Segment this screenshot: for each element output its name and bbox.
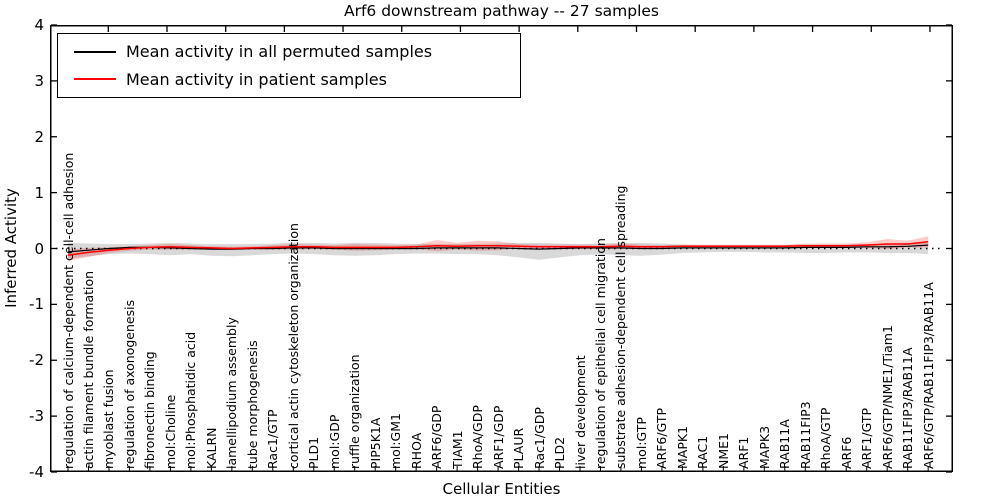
plot-area — [50, 24, 953, 473]
legend-item-patient: Mean activity in patient samples — [58, 70, 520, 89]
x-tick-label: ARF6 — [838, 436, 854, 469]
x-tick-label: substrate adhesion-dependent cell spread… — [613, 185, 629, 469]
x-tick-label: mol:GTP — [633, 417, 649, 469]
y-tick-label: 0 — [34, 239, 44, 258]
legend-line-patient — [74, 78, 116, 81]
x-tick-label: ARF6/GTP — [654, 407, 670, 469]
y-tick-label: 4 — [34, 16, 44, 34]
x-tick-label: regulation of calcium-dependent cell-cel… — [60, 152, 76, 469]
y-tick-label: -1 — [29, 295, 44, 314]
legend-label-patient: Mean activity in patient samples — [126, 69, 387, 89]
plot-frame — [50, 25, 953, 472]
y-tick-label: -4 — [29, 463, 44, 481]
x-tick-label: PLD1 — [306, 436, 322, 469]
y-tick-label: 3 — [34, 71, 44, 90]
permuted-mean-line — [67, 244, 929, 253]
x-tick-label: MAPK3 — [756, 425, 772, 469]
x-tick-label: ruffle organization — [347, 354, 363, 469]
x-tick-label: ARF6/GTP/RAB11FIP3/RAB11A — [920, 282, 936, 469]
x-tick-label: ARF1/GDP — [490, 405, 506, 469]
x-tick-label: ARF6/GTP/NME1/Tiam1 — [879, 325, 895, 469]
x-tick-label: Rac1/GTP — [265, 409, 281, 469]
x-tick-label: RAB11FIP3 — [797, 401, 813, 469]
x-axis-label: Cellular Entities — [442, 480, 561, 498]
legend-line-permuted — [74, 50, 116, 53]
x-tick-label: regulation of axonogenesis — [121, 299, 137, 469]
x-tick-label: MAPK1 — [674, 425, 690, 469]
plot-canvas — [50, 24, 953, 473]
x-tick-label: ARF6/GDP — [429, 405, 445, 469]
x-tick-label: TIAM1 — [449, 430, 465, 469]
x-tick-label: PLAUR — [511, 427, 527, 469]
x-tick-label: Rac1/GDP — [531, 407, 547, 469]
x-tick-label: PLD2 — [552, 436, 568, 469]
x-tick-label: NME1 — [715, 433, 731, 469]
y-tick-label: 2 — [34, 127, 44, 146]
y-tick-label: -3 — [29, 407, 44, 426]
x-tick-label: PIP5K1A — [367, 417, 383, 469]
x-tick-label: regulation of epithelial cell migration — [592, 238, 608, 469]
x-tick-label: KALRN — [203, 427, 219, 469]
x-tick-label: mol:Choline — [162, 394, 178, 469]
x-tick-label: RAB11A — [777, 419, 793, 469]
x-tick-label: RhoA/GTP — [818, 407, 834, 469]
x-tick-label: mol:GDP — [326, 414, 342, 469]
x-tick-label: myoblast fusion — [101, 369, 117, 469]
x-tick-label: tube morphogenesis — [244, 340, 260, 469]
legend-item-permuted: Mean activity in all permuted samples — [58, 42, 520, 61]
patient-mean-line — [67, 241, 929, 256]
legend: Mean activity in all permuted samples Me… — [57, 33, 521, 98]
chart-title: Arf6 downstream pathway -- 27 samples — [344, 2, 659, 20]
y-tick-label: 1 — [34, 183, 44, 202]
x-tick-label: actin filament bundle formation — [80, 270, 96, 469]
x-tick-label: RhoA/GDP — [470, 405, 486, 469]
x-tick-label: cortical actin cytoskeleton organization — [285, 223, 301, 469]
x-tick-label: liver development — [572, 355, 588, 469]
y-tick-label: -2 — [29, 351, 44, 370]
x-tick-label: RAC1 — [695, 435, 711, 469]
x-tick-label: ARF1 — [736, 436, 752, 469]
x-tick-label: RAB11FIP3/RAB11A — [900, 347, 916, 469]
x-tick-label: fibronectin binding — [142, 351, 158, 469]
x-tick-label: ARF1/GTP — [859, 407, 875, 469]
x-tick-label: lamellipodium assembly — [224, 317, 240, 469]
x-tick-label: RHOA — [408, 432, 424, 469]
x-tick-label: mol:Phosphatidic acid — [183, 331, 199, 469]
legend-label-permuted: Mean activity in all permuted samples — [126, 42, 433, 62]
x-tick-label: mol:GM1 — [388, 413, 404, 469]
